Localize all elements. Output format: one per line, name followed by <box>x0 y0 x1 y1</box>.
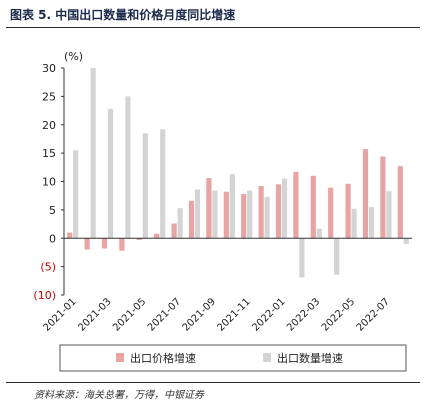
figure-title: 图表 5. 中国出口数量和价格月度同比增速 <box>10 8 236 22</box>
y-tick-label: 15 <box>42 147 56 160</box>
bar-export-quantity <box>403 238 409 244</box>
x-tick-label: 2021-03 <box>76 296 113 333</box>
bar-export-price <box>397 166 403 239</box>
bar-export-price <box>119 238 125 251</box>
x-tick-label: 2021-09 <box>181 296 218 333</box>
y-axis: 30 25 20 15 10 5 0 (5) (10) <box>33 62 65 302</box>
y-tick-label: (10) <box>33 289 56 302</box>
x-axis: 2021-012021-032021-052021-072021-092021-… <box>41 296 392 333</box>
bar-export-quantity <box>142 133 148 239</box>
legend-box <box>59 344 407 372</box>
x-tick-label: 2021-07 <box>146 296 183 333</box>
bar-export-quantity <box>160 129 166 239</box>
bar-export-price <box>345 183 351 239</box>
y-tick-label: 0 <box>49 232 56 245</box>
bar-export-price <box>380 156 386 239</box>
bar-chart: (%) 30 25 20 15 10 5 0 (5) (10) 2021-012021-0320… <box>33 50 412 372</box>
legend: 出口价格增速 出口数量增速 <box>59 344 407 372</box>
y-unit-label: (%) <box>64 50 83 63</box>
bar-export-price <box>223 191 229 239</box>
y-tick-label: 10 <box>42 176 56 189</box>
bar-export-price <box>84 238 90 250</box>
bar-export-quantity <box>351 208 357 239</box>
bar-export-price <box>328 187 334 239</box>
bar-export-price <box>67 232 73 239</box>
bar-export-price <box>188 200 195 239</box>
bar-export-quantity <box>90 68 96 239</box>
x-tick-label: 2022-03 <box>285 296 322 333</box>
x-tick-label: 2022-01 <box>250 296 287 333</box>
bar-export-quantity <box>125 96 131 239</box>
bar-export-quantity <box>334 238 340 275</box>
bar-export-price <box>310 175 316 239</box>
top-rule <box>6 27 420 28</box>
bottom-rule <box>6 382 420 383</box>
bar-export-price <box>241 193 247 239</box>
x-tick-label: 2022-05 <box>320 296 357 333</box>
bar-export-quantity <box>247 190 253 239</box>
y-tick-label: 5 <box>49 204 56 217</box>
y-tick-label: 20 <box>42 119 56 132</box>
bar-export-price <box>293 171 299 239</box>
bar-export-price <box>101 238 108 249</box>
legend-label-price: 出口价格增速 <box>130 351 196 365</box>
bar-export-quantity <box>73 150 79 239</box>
bar-export-price <box>171 223 177 239</box>
bar-export-price <box>136 238 142 240</box>
legend-swatch-price <box>116 353 124 362</box>
bar-export-price <box>275 184 282 239</box>
source-note: 资料来源：海关总署，万得，中银证券 <box>34 390 204 401</box>
y-tick-label: (5) <box>40 261 56 274</box>
bar-export-quantity <box>368 207 375 239</box>
bar-export-quantity <box>107 108 114 239</box>
legend-label-quantity: 出口数量增速 <box>277 351 343 365</box>
bar-export-quantity <box>212 190 218 239</box>
bar-export-quantity <box>264 196 270 239</box>
bar-export-price <box>206 178 212 239</box>
bar-export-quantity <box>194 189 201 239</box>
legend-swatch-quantity <box>263 353 271 362</box>
bars <box>64 68 412 278</box>
x-tick-label: 2022-07 <box>355 296 392 333</box>
x-tick-label: 2021-05 <box>111 296 148 333</box>
y-tick-label: 25 <box>42 90 56 103</box>
bar-export-quantity <box>281 178 288 239</box>
y-tick-label: 30 <box>42 62 56 75</box>
bar-export-quantity <box>386 191 392 239</box>
x-tick-label: 2021-11 <box>215 296 252 333</box>
bar-export-price <box>258 186 264 239</box>
bar-export-quantity <box>299 238 305 278</box>
bar-export-quantity <box>229 174 235 239</box>
bar-export-quantity <box>316 228 322 239</box>
bar-export-quantity <box>177 208 183 239</box>
bar-export-price <box>154 233 160 239</box>
bar-export-price <box>362 149 369 239</box>
